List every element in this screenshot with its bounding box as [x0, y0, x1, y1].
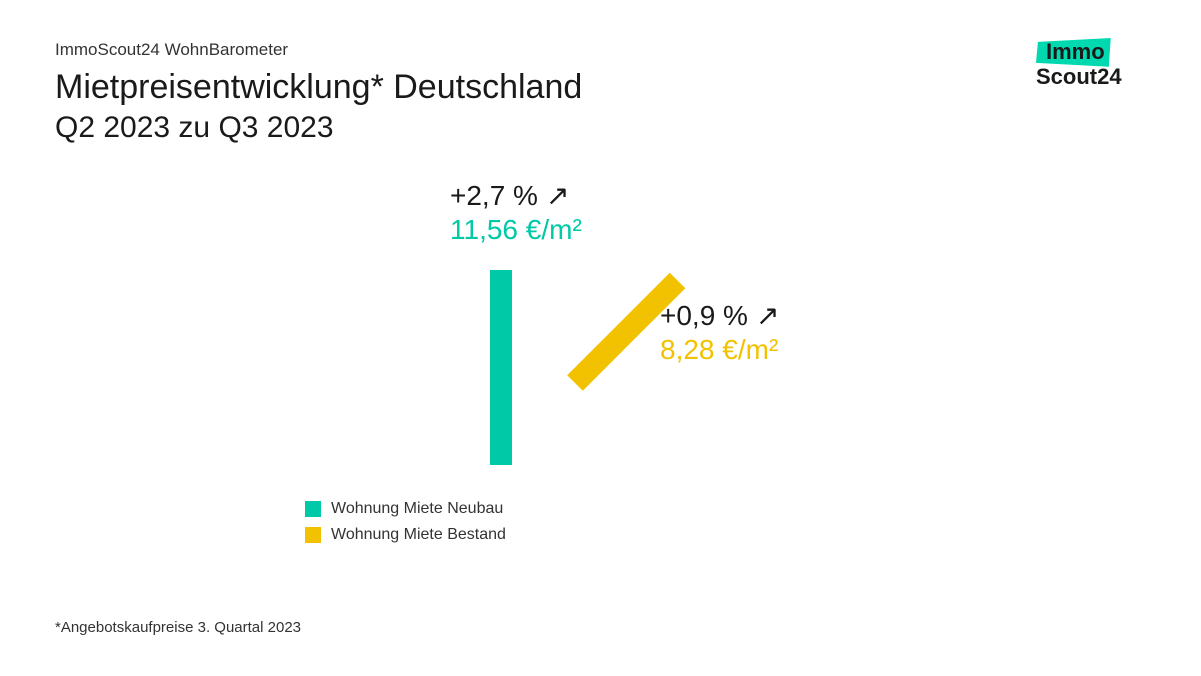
- label-bestand: +0,9 % ↗ 8,28 €/m²: [660, 300, 779, 366]
- legend-item-bestand: Wohnung Miete Bestand: [305, 526, 506, 544]
- footnote: *Angebotskaufpreise 3. Quartal 2023: [55, 619, 301, 636]
- legend-swatch: [305, 527, 321, 543]
- arrow-up-icon: ↗: [756, 302, 779, 330]
- title-line2: Q2 2023 zu Q3 2023: [55, 111, 582, 145]
- legend-label: Wohnung Miete Neubau: [331, 500, 503, 518]
- legend-swatch: [305, 501, 321, 517]
- percent-bestand: +0,9 % ↗: [660, 300, 779, 332]
- logo-top: Immo: [1036, 38, 1113, 66]
- bar-neubau: [490, 270, 512, 465]
- logo-bottom: Scout24: [1036, 64, 1146, 90]
- arrow-up-icon: ↗: [546, 182, 569, 210]
- legend-item-neubau: Wohnung Miete Neubau: [305, 500, 506, 518]
- percent-neubau: +2,7 % ↗: [450, 180, 582, 212]
- brand-logo: Immo Scout24: [1036, 38, 1146, 90]
- header-block: ImmoScout24 WohnBarometer Mietpreisentwi…: [55, 40, 582, 145]
- main-title: Mietpreisentwicklung* Deutschland: [55, 68, 582, 107]
- legend: Wohnung Miete Neubau Wohnung Miete Besta…: [305, 500, 506, 552]
- chart-area: +2,7 % ↗ 11,56 €/m² +0,9 % ↗ 8,28 €/m²: [0, 180, 1201, 520]
- subtitle: ImmoScout24 WohnBarometer: [55, 40, 582, 60]
- price-neubau: 11,56 €/m²: [450, 214, 582, 246]
- label-neubau: +2,7 % ↗ 11,56 €/m²: [450, 180, 582, 246]
- price-bestand: 8,28 €/m²: [660, 334, 779, 366]
- legend-label: Wohnung Miete Bestand: [331, 526, 506, 544]
